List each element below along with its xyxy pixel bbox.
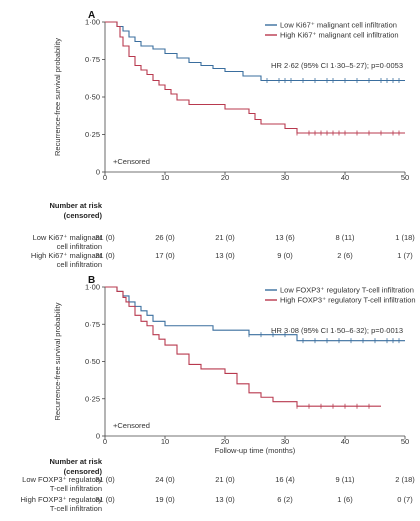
risk-row-label: Low Ki67⁺ malignant (33, 233, 103, 242)
x-tick-label: 10 (161, 437, 169, 446)
panel-label: B (88, 275, 95, 286)
x-axis-label: Follow-up time (months) (215, 446, 296, 455)
risk-value: 21 (0) (215, 233, 235, 242)
y-tick-label: 0·25 (85, 394, 100, 403)
y-tick-label: 0 (96, 168, 100, 177)
risk-value: 24 (0) (155, 475, 175, 484)
y-tick-label: 0·75 (85, 320, 100, 329)
y-axis-label: Recurrence-free survival probability (53, 38, 62, 156)
x-tick-label: 40 (341, 437, 349, 446)
x-tick-label: 0 (103, 173, 107, 182)
risk-row-label: High Ki67⁺ malignant (31, 251, 103, 260)
risk-value: 16 (4) (275, 475, 295, 484)
x-tick-label: 10 (161, 173, 169, 182)
x-tick-label: 20 (221, 173, 229, 182)
risk-value: 31 (0) (95, 251, 115, 260)
panel-label: A (88, 10, 95, 21)
panel-b: B 0 0·25 0·50 0·75 1·00 0 10 20 30 40 50 Recurrence-… (21, 275, 416, 513)
y-tick-label: 1·00 (85, 18, 100, 27)
y-tick-label: 0·25 (85, 130, 100, 139)
risk-row-label: cell infiltration (57, 242, 102, 251)
y-tick-label: 0·75 (85, 55, 100, 64)
risk-value: 1 (18) (395, 233, 415, 242)
risk-table-subheader: (censored) (64, 211, 103, 220)
risk-row-label: T-cell infiltration (50, 484, 102, 493)
risk-value: 1 (6) (337, 495, 353, 504)
censored-legend: +Censored (113, 157, 150, 166)
legend-entry: High FOXP3⁺ regulatory T-cell infiltrati… (280, 296, 416, 305)
risk-row-label: T-cell infiltration (50, 504, 102, 513)
risk-value: 19 (0) (155, 495, 175, 504)
risk-value: 26 (0) (155, 233, 175, 242)
x-tick-label: 30 (281, 173, 289, 182)
series-line-high (105, 286, 381, 407)
risk-value: 8 (11) (335, 233, 355, 242)
risk-value: 31 (0) (95, 495, 115, 504)
series-line-high (105, 21, 405, 134)
risk-value: 13 (0) (215, 251, 235, 260)
legend-entry: Low FOXP3⁺ regulatory T-cell infiltratio… (280, 286, 414, 295)
x-tick-label: 50 (401, 173, 409, 182)
y-tick-label: 0·50 (85, 357, 100, 366)
y-tick-label: 0 (96, 432, 100, 441)
risk-value: 13 (0) (215, 495, 235, 504)
series-line-low (105, 21, 405, 82)
risk-table-header: Number at risk (49, 201, 102, 210)
risk-value: 9 (11) (335, 475, 355, 484)
risk-value: 1 (7) (397, 251, 413, 260)
censored-legend: +Censored (113, 421, 150, 430)
risk-value: 17 (0) (155, 251, 175, 260)
risk-value: 6 (2) (277, 495, 293, 504)
x-tick-label: 20 (221, 437, 229, 446)
risk-value: 21 (0) (215, 475, 235, 484)
risk-row-label: Low FOXP3⁺ regulatory (22, 475, 102, 484)
risk-value: 31 (0) (95, 475, 115, 484)
x-tick-label: 40 (341, 173, 349, 182)
risk-row-label: High FOXP3⁺ regulatory (21, 495, 103, 504)
x-tick-label: 0 (103, 437, 107, 446)
risk-value: 13 (6) (275, 233, 295, 242)
x-tick-label: 30 (281, 437, 289, 446)
risk-value: 2 (18) (395, 475, 415, 484)
risk-value: 0 (7) (397, 495, 413, 504)
y-tick-label: 0·50 (85, 93, 100, 102)
risk-row-label: cell infiltration (57, 260, 102, 269)
y-axis-label: Recurrence-free survival probability (53, 302, 62, 420)
series-line-low (105, 286, 405, 342)
x-tick-label: 50 (401, 437, 409, 446)
risk-value: 31 (0) (95, 233, 115, 242)
hazard-ratio-annotation: HR 3·08 (95% CI 1·50–6·32); p=0·0013 (271, 326, 403, 335)
panel-a: A 0 0·25 0·50 0·75 1·00 0 10 20 30 40 50 Recurrence-… (31, 10, 415, 269)
hazard-ratio-annotation: HR 2·62 (95% CI 1·30–5·27); p=0·0053 (271, 61, 403, 70)
legend-entry: High Ki67⁺ malignant cell infiltration (280, 31, 399, 40)
legend-entry: Low Ki67⁺ malignant cell infiltration (280, 21, 397, 30)
risk-table-header: Number at risk (49, 457, 102, 466)
risk-value: 9 (0) (277, 251, 293, 260)
risk-value: 2 (6) (337, 251, 353, 260)
y-tick-label: 1·00 (85, 283, 100, 292)
risk-table-subheader: (censored) (64, 467, 103, 476)
